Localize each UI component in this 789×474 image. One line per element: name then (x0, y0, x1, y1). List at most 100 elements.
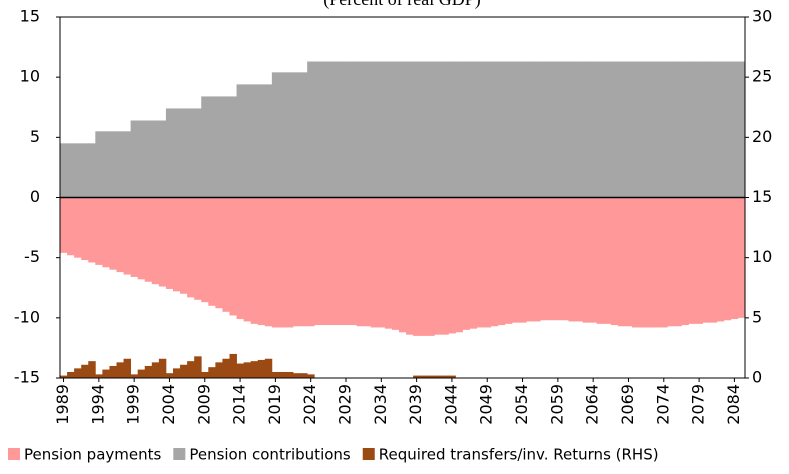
bar (646, 61, 654, 198)
x-tick-label: 2019 (265, 384, 284, 425)
bar (356, 197, 365, 327)
bar (102, 197, 110, 268)
bar (427, 61, 435, 198)
bar (285, 72, 294, 198)
bar (519, 61, 527, 198)
bar (208, 96, 216, 198)
bar (60, 375, 68, 378)
bar (130, 197, 139, 277)
bar (180, 364, 188, 378)
bar (165, 108, 174, 198)
bar (575, 61, 583, 198)
bar (398, 61, 407, 198)
bar (285, 197, 294, 328)
bar (568, 197, 576, 322)
bar (271, 72, 280, 198)
bar (681, 61, 689, 198)
legend-swatch (362, 448, 375, 460)
bar (632, 197, 640, 328)
legend-label: Pension payments (24, 446, 161, 464)
bar (497, 61, 506, 198)
bar (278, 371, 287, 378)
bar (603, 197, 612, 324)
bar (349, 61, 357, 198)
bar (653, 61, 661, 198)
bar (215, 362, 223, 378)
bar (723, 197, 732, 321)
bar (109, 197, 117, 270)
bar (151, 120, 160, 198)
bar (144, 120, 153, 198)
bar (271, 371, 280, 378)
bar (158, 120, 167, 198)
bar (314, 61, 322, 198)
bar (222, 96, 230, 198)
bar (526, 61, 534, 198)
bar (420, 197, 428, 336)
x-tick-label: 2084 (724, 384, 743, 425)
bar (441, 375, 449, 378)
bar (208, 367, 216, 378)
bar (702, 61, 711, 198)
bar (476, 197, 485, 328)
x-tick-label: 2069 (618, 384, 637, 425)
bar (243, 362, 252, 378)
x-tick-label: 2074 (653, 384, 672, 425)
x-tick-label: 2004 (159, 384, 178, 425)
bar (229, 197, 237, 316)
y-tick-label: 5 (30, 127, 40, 146)
bar (194, 356, 202, 378)
y-tick-label: 0 (30, 187, 40, 206)
bar (88, 361, 96, 378)
bar (737, 61, 746, 198)
bar (681, 197, 689, 326)
bar (151, 362, 160, 378)
chart-title: (Percent of real GDP) (323, 0, 480, 10)
bar (441, 197, 449, 335)
bar (504, 197, 513, 324)
bar (384, 197, 393, 329)
bar (363, 197, 372, 327)
bar (723, 61, 732, 198)
bar (462, 61, 470, 198)
bar (236, 363, 245, 378)
bar (667, 197, 675, 327)
bar (575, 197, 583, 322)
x-tick-label: 2024 (300, 384, 319, 425)
bar (483, 61, 492, 198)
bar (180, 197, 188, 294)
bar (448, 197, 456, 334)
bar (519, 197, 527, 323)
bar (285, 371, 294, 378)
bar (236, 197, 245, 320)
y2-tick-label: 5 (752, 307, 762, 326)
bar (172, 108, 181, 198)
bar (737, 197, 746, 318)
bar (137, 120, 146, 198)
bar (215, 197, 223, 309)
bar (257, 84, 266, 198)
bar (589, 61, 598, 198)
bar (123, 197, 132, 275)
bar (158, 358, 167, 378)
bar (554, 197, 562, 321)
bar (617, 61, 626, 198)
bar (264, 197, 273, 327)
bar (300, 72, 308, 198)
bar (243, 84, 252, 198)
bar (236, 84, 245, 198)
x-tick-label: 2029 (336, 384, 355, 425)
bar (455, 197, 463, 333)
bar (413, 197, 421, 336)
bar (314, 197, 322, 326)
bar (88, 143, 96, 198)
bar (646, 197, 654, 328)
bar (596, 61, 605, 198)
bar (180, 108, 188, 198)
bar (74, 368, 82, 378)
bar (730, 197, 739, 320)
bar (356, 61, 365, 198)
bar (639, 61, 647, 198)
bar (561, 61, 569, 198)
